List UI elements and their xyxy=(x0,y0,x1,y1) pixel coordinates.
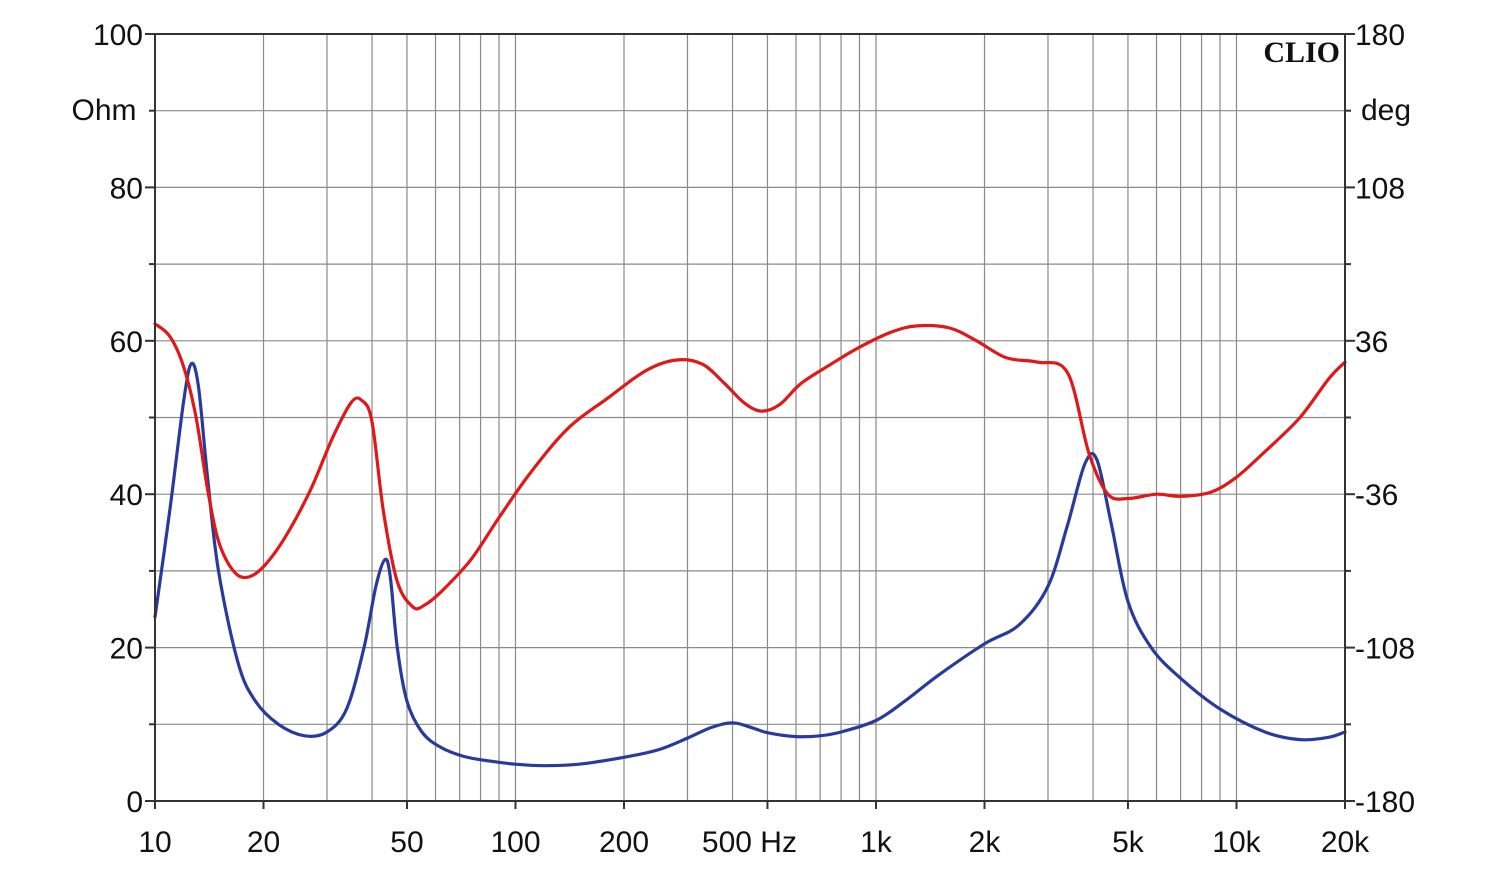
x-tick-label: 2k xyxy=(969,826,1002,859)
right-tick-label: -108 xyxy=(1355,633,1415,666)
x-tick-label: 500 Hz xyxy=(702,826,797,859)
x-tick-label: 100 xyxy=(490,826,540,859)
right-tick-label: 180 xyxy=(1355,19,1405,52)
phase-series-line xyxy=(153,322,1347,611)
left-axis-ticks: 100 80 60 40 20 0 xyxy=(93,19,155,819)
x-tick-label: 10 xyxy=(138,826,171,859)
right-tick-label: -36 xyxy=(1355,479,1398,512)
x-tick-label: 20 xyxy=(247,826,280,859)
left-tick-label: 80 xyxy=(110,172,143,205)
x-tick-label: 50 xyxy=(390,826,423,859)
x-tick-label: 20k xyxy=(1321,826,1370,859)
right-tick-label: -180 xyxy=(1355,786,1415,819)
left-tick-label: 0 xyxy=(126,786,143,819)
right-tick-label: 108 xyxy=(1355,172,1405,205)
x-tick-label: 1k xyxy=(860,826,893,859)
left-tick-label: 40 xyxy=(110,479,143,512)
left-tick-label: 20 xyxy=(110,633,143,666)
x-tick-label: 200 xyxy=(599,826,649,859)
left-tick-label: 60 xyxy=(110,326,143,359)
impedance-series-line xyxy=(153,361,1347,768)
left-axis-unit-label: Ohm xyxy=(71,94,136,127)
right-axis-ticks: 180 108 36 -36 -108 -180 xyxy=(1345,19,1415,819)
right-tick-label: 36 xyxy=(1355,326,1388,359)
series-group xyxy=(153,322,1347,768)
x-axis-ticks: 10 20 50 100 200 500 Hz 1k 2k 5k 10k 20k xyxy=(138,801,1370,859)
right-axis-unit-label: deg xyxy=(1361,94,1411,127)
x-tick-label: 5k xyxy=(1112,826,1145,859)
x-tick-label: 10k xyxy=(1212,826,1261,859)
clio-brand-logo: CLIO xyxy=(1263,36,1340,69)
grid xyxy=(155,34,1345,801)
left-tick-label: 100 xyxy=(93,19,143,52)
